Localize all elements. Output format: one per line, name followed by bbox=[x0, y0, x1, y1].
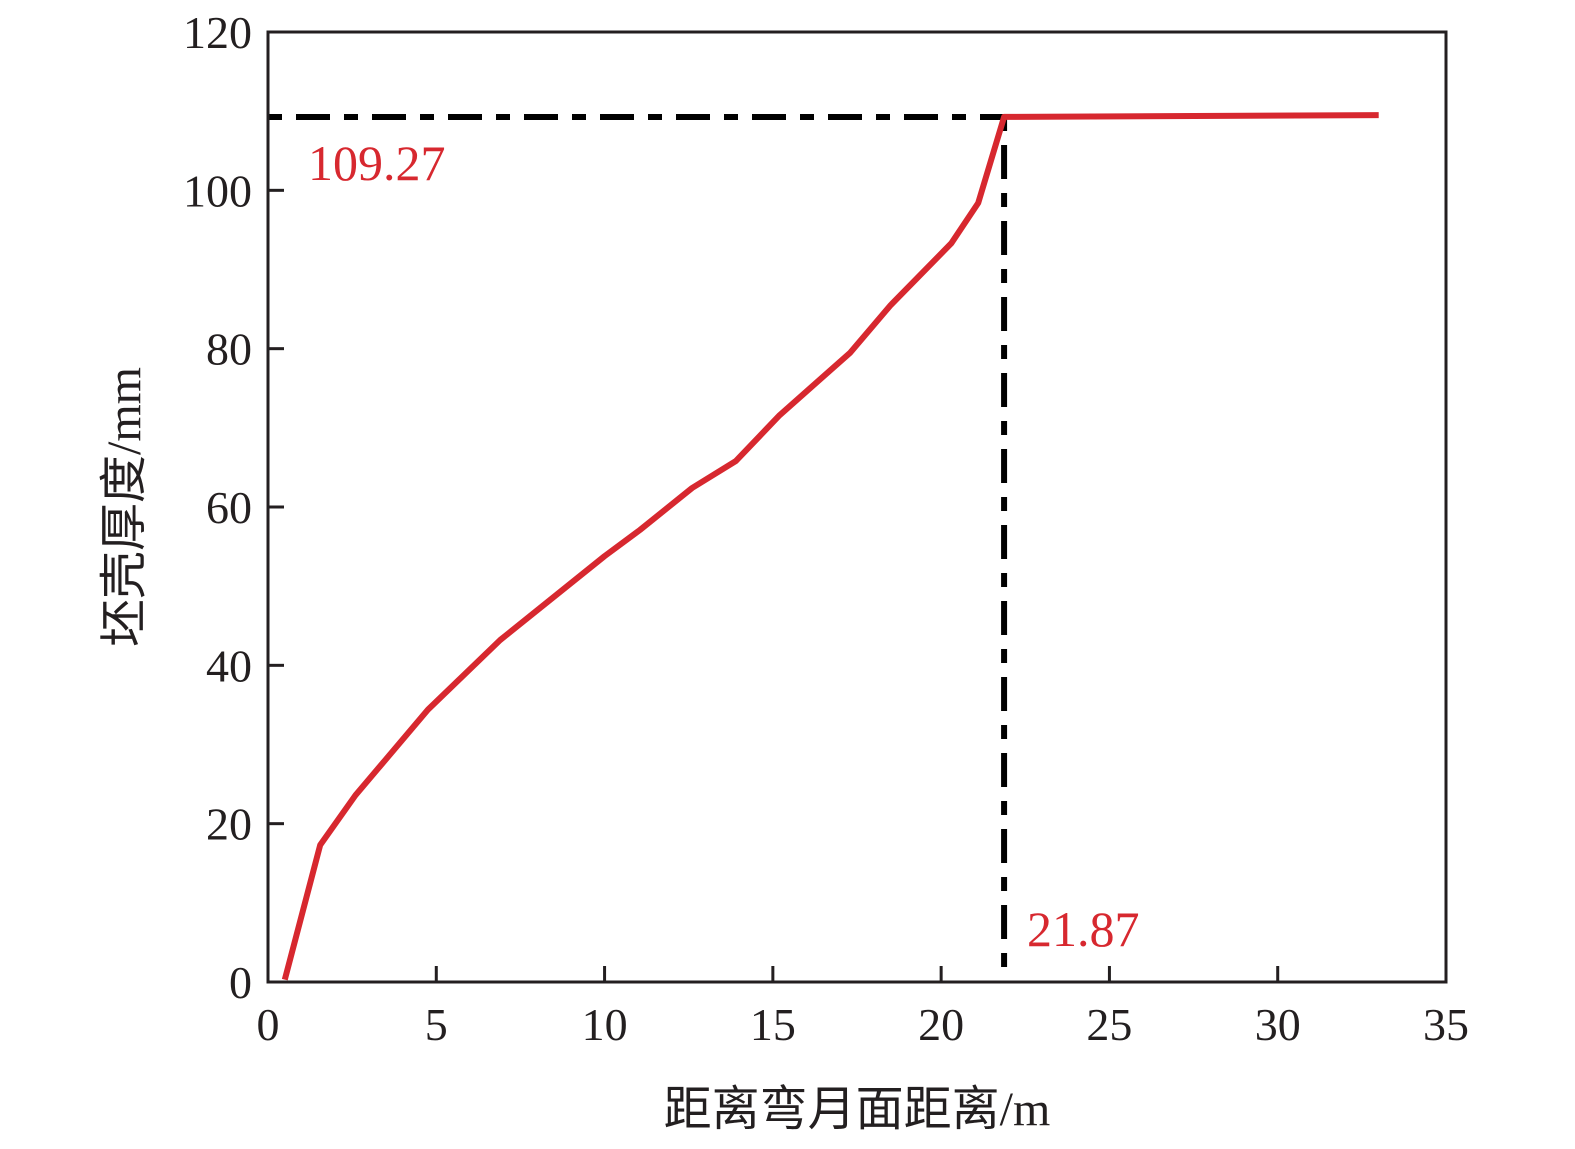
x-axis-label: 距离弯月面距离/m bbox=[664, 1083, 1051, 1136]
x-tick-label: 0 bbox=[257, 999, 280, 1050]
x-tick-label: 5 bbox=[425, 999, 448, 1050]
y-axis-label: 坯壳厚度/mm bbox=[98, 367, 151, 647]
y-tick-label: 80 bbox=[206, 324, 252, 375]
y-tick-label: 120 bbox=[183, 7, 252, 58]
y-tick-label: 40 bbox=[206, 640, 252, 691]
annotation-y-value: 109.27 bbox=[308, 135, 446, 191]
y-tick-label: 0 bbox=[229, 957, 252, 1008]
y-tick-label: 60 bbox=[206, 482, 252, 533]
x-tick-label: 15 bbox=[750, 999, 796, 1050]
y-tick-label: 100 bbox=[183, 165, 252, 216]
x-tick-label: 35 bbox=[1423, 999, 1469, 1050]
series-line bbox=[281, 112, 1379, 981]
x-tick-label: 25 bbox=[1086, 999, 1132, 1050]
y-tick-label: 20 bbox=[206, 799, 252, 850]
annotation-x-value: 21.87 bbox=[1027, 901, 1140, 957]
x-tick-label: 20 bbox=[918, 999, 964, 1050]
x-tick-label: 10 bbox=[582, 999, 628, 1050]
x-tick-label: 30 bbox=[1255, 999, 1301, 1050]
